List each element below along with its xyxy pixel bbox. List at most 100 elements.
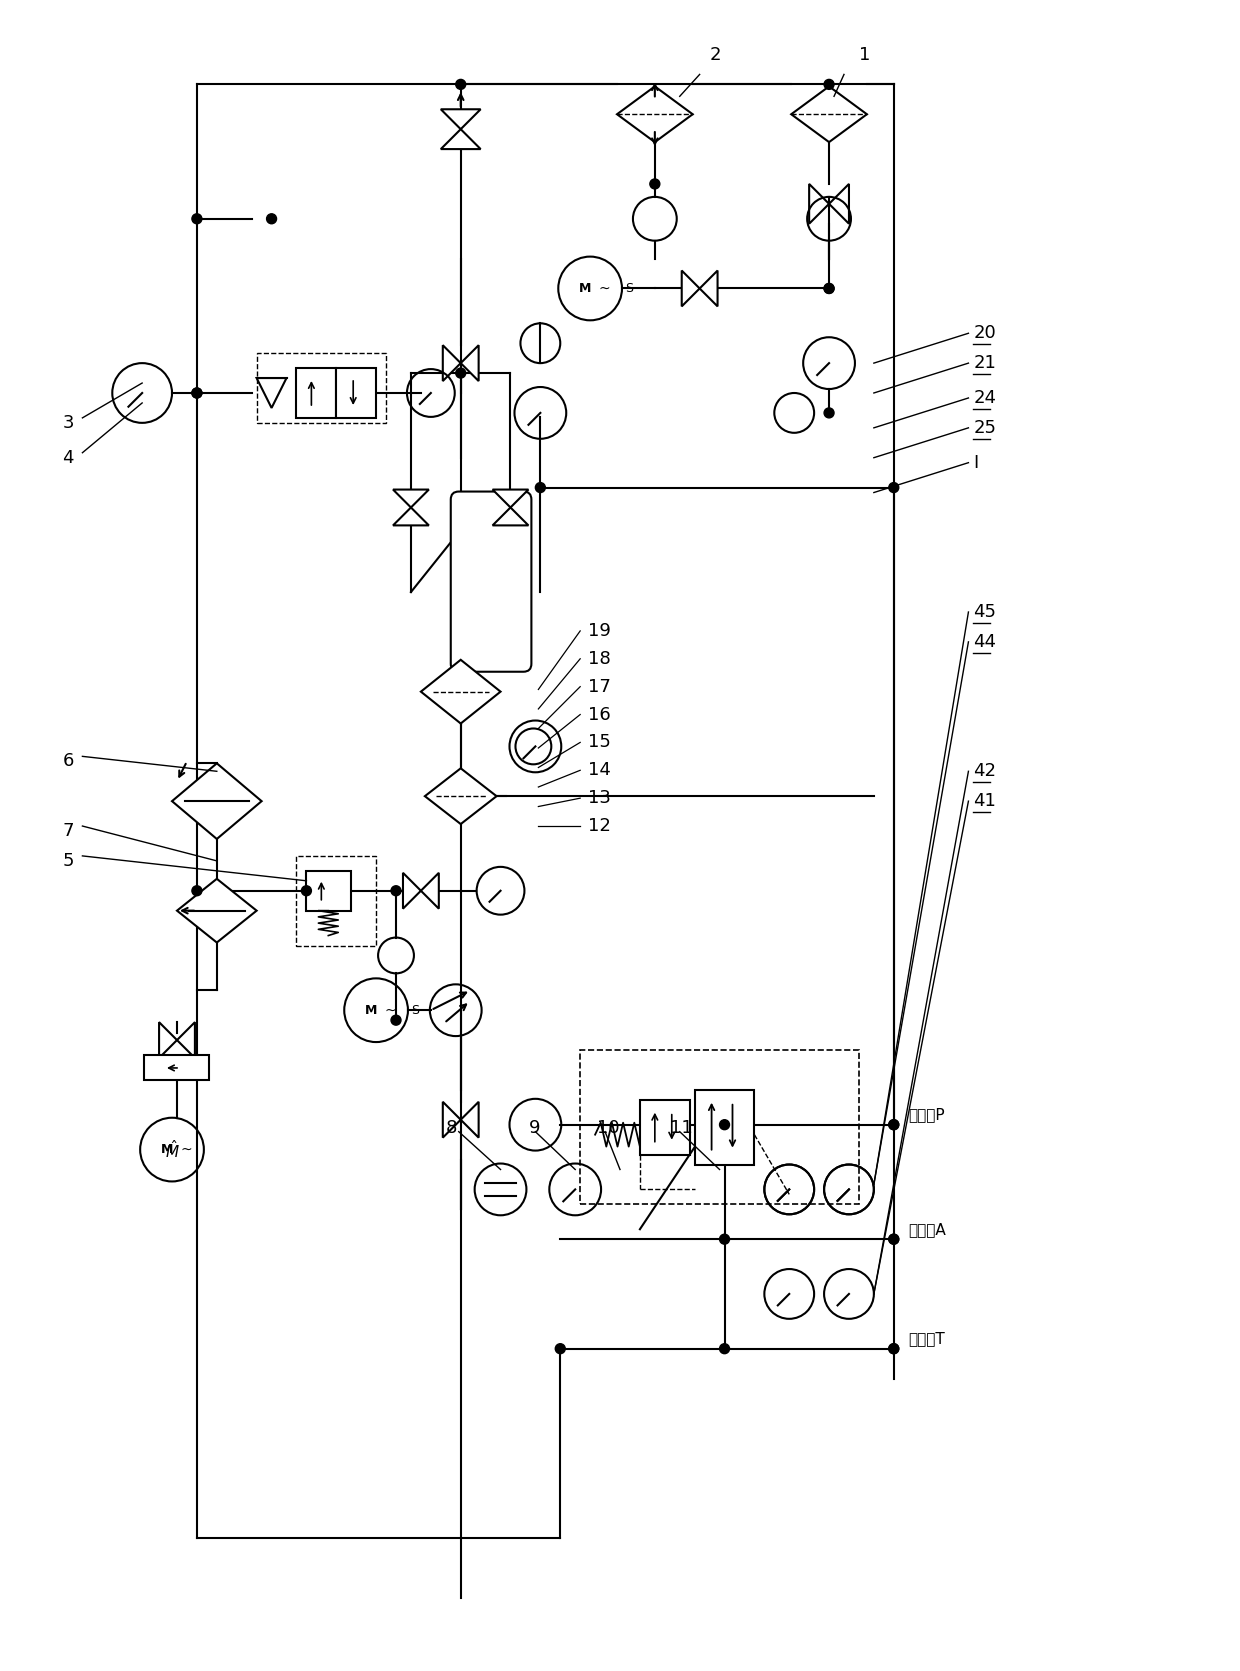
Circle shape (889, 483, 899, 493)
Text: 2: 2 (709, 45, 722, 63)
Text: 41: 41 (973, 792, 996, 810)
Text: M: M (161, 1143, 174, 1156)
Circle shape (650, 179, 660, 189)
Polygon shape (425, 769, 496, 824)
Polygon shape (618, 87, 693, 142)
Bar (640, 1100, 689, 1155)
Text: 19: 19 (588, 622, 611, 640)
Circle shape (889, 1120, 899, 1130)
Text: I: I (973, 455, 978, 471)
Text: 15: 15 (588, 734, 611, 752)
Text: 11: 11 (670, 1118, 692, 1136)
Circle shape (825, 284, 835, 294)
Text: 14: 14 (588, 762, 611, 779)
Text: ~: ~ (599, 281, 610, 296)
Circle shape (301, 886, 311, 896)
Text: 进油口A: 进油口A (909, 1222, 946, 1237)
Bar (694, 1089, 754, 1165)
Text: 21: 21 (973, 354, 996, 373)
Bar (144, 1054, 208, 1079)
Circle shape (391, 886, 401, 896)
Text: 9: 9 (528, 1118, 539, 1136)
Circle shape (719, 1235, 729, 1245)
Text: 12: 12 (588, 817, 611, 836)
Text: 24: 24 (973, 389, 997, 408)
Circle shape (825, 284, 835, 294)
Circle shape (825, 408, 835, 418)
Circle shape (889, 1235, 899, 1245)
Text: 1: 1 (859, 45, 870, 63)
Text: 16: 16 (588, 705, 611, 724)
Bar (296, 856, 376, 946)
Text: 20: 20 (973, 324, 996, 343)
Bar (336, 368, 376, 418)
Polygon shape (257, 378, 286, 408)
Bar (580, 1049, 859, 1205)
Circle shape (391, 1016, 401, 1024)
Circle shape (889, 1235, 899, 1245)
Polygon shape (461, 1101, 479, 1138)
Circle shape (192, 388, 202, 398)
Polygon shape (403, 872, 420, 909)
Circle shape (192, 388, 202, 398)
Text: M: M (579, 282, 591, 296)
Polygon shape (810, 184, 830, 224)
Text: 13: 13 (588, 789, 611, 807)
Text: 17: 17 (588, 678, 611, 695)
Polygon shape (699, 271, 718, 306)
Text: M: M (365, 1004, 377, 1016)
Polygon shape (420, 872, 439, 909)
Polygon shape (177, 1023, 195, 1058)
Polygon shape (393, 508, 429, 525)
Polygon shape (440, 109, 481, 129)
Circle shape (456, 80, 466, 89)
Text: 泄油口T: 泄油口T (909, 1332, 945, 1347)
Bar (257, 353, 386, 423)
Polygon shape (461, 346, 479, 381)
Circle shape (825, 80, 835, 89)
Polygon shape (159, 1023, 177, 1058)
Text: 7: 7 (62, 822, 74, 841)
Polygon shape (440, 129, 481, 149)
Circle shape (267, 214, 277, 224)
Circle shape (536, 483, 546, 493)
Text: 4: 4 (62, 449, 74, 466)
Circle shape (192, 886, 202, 896)
Text: S: S (625, 282, 632, 296)
Bar (296, 368, 336, 418)
Text: ~: ~ (181, 1143, 192, 1156)
Text: S: S (410, 1004, 419, 1016)
Circle shape (456, 368, 466, 378)
Bar (306, 871, 351, 911)
Circle shape (719, 1120, 729, 1130)
Polygon shape (443, 1101, 461, 1138)
Circle shape (192, 214, 202, 224)
Polygon shape (682, 271, 699, 306)
Polygon shape (791, 87, 867, 142)
Text: 5: 5 (62, 852, 74, 871)
Circle shape (889, 1343, 899, 1354)
Polygon shape (177, 879, 257, 942)
Polygon shape (172, 764, 262, 839)
Polygon shape (492, 490, 528, 508)
Polygon shape (393, 490, 429, 508)
Polygon shape (443, 346, 461, 381)
Text: 42: 42 (973, 762, 997, 780)
Polygon shape (492, 508, 528, 525)
Circle shape (889, 1343, 899, 1354)
Circle shape (889, 1120, 899, 1130)
Text: 出油口P: 出油口P (909, 1108, 945, 1123)
Text: 18: 18 (588, 650, 611, 668)
FancyBboxPatch shape (451, 491, 532, 672)
Polygon shape (830, 184, 849, 224)
Text: 8: 8 (446, 1118, 458, 1136)
Text: 25: 25 (973, 419, 997, 436)
Text: 44: 44 (973, 633, 997, 652)
Text: 45: 45 (973, 603, 997, 622)
Text: ~: ~ (384, 1003, 397, 1018)
Circle shape (719, 1343, 729, 1354)
Text: 3: 3 (62, 414, 74, 431)
Circle shape (556, 1343, 565, 1354)
Text: $\hat{M}$: $\hat{M}$ (165, 1138, 180, 1161)
Text: 6: 6 (62, 752, 74, 770)
